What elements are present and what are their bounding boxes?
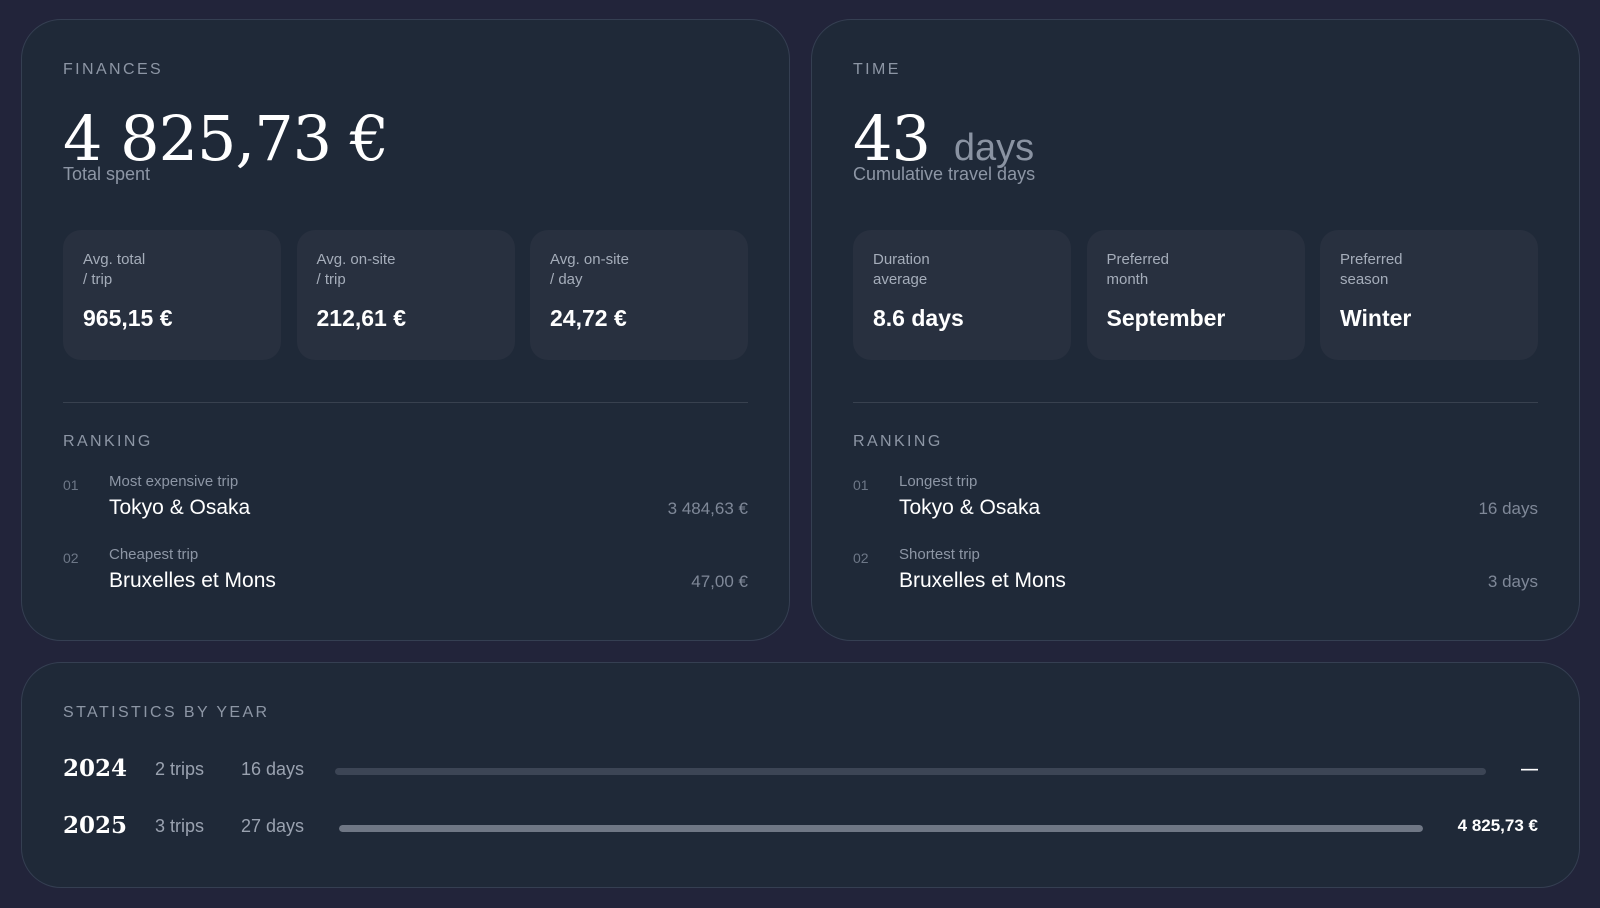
time-card: TIME 43 days Cumulative travel days Dura… [811,19,1580,641]
divider [853,402,1538,403]
rank-value: 3 days [1487,572,1538,591]
tile-label: Avg. on-site / trip [316,251,396,288]
finances-total-row: 4 825,73 € [63,102,389,175]
tile-label: Duration average [873,251,930,288]
tile-label: Avg. total / trip [83,251,146,288]
rank-caption: Cheapest trip [109,546,199,563]
finances-total-caption: Total spent [63,164,151,184]
tile-avg-onsite-per-trip: Avg. on-site / trip 212,61 € [296,230,515,360]
tile-value: Winter [1340,305,1412,331]
rank-caption: Shortest trip [899,546,980,563]
tile-value: 965,15 € [83,305,173,331]
years-title: STATISTICS BY YEAR [63,704,270,721]
year-trips: 2 trips [155,759,205,779]
year-progress-track [335,768,1486,775]
divider [63,402,748,403]
time-total-row: 43 days [853,102,1034,175]
time-ranking-title: RANKING [853,433,943,450]
tile-preferred-season: Preferred season Winter [1320,230,1538,360]
rank-trip-name: Bruxelles et Mons [899,569,1066,592]
time-total: 43 [853,102,931,175]
rank-value: 16 days [1478,499,1538,518]
ranking-row-longest[interactable]: 01 Longest trip Tokyo & Osaka 16 days [853,473,1538,533]
finances-card: FINANCES 4 825,73 € Total spent Avg. tot… [21,19,790,641]
year-days: 27 days [241,816,305,836]
tile-value: 212,61 € [316,305,407,331]
rank-trip-name: Tokyo & Osaka [109,496,251,519]
statistics-by-year-card: STATISTICS BY YEAR 2024 2 trips 16 days … [21,662,1580,888]
rank-number: 02 [63,550,79,566]
ranking-row-shortest[interactable]: 02 Shortest trip Bruxelles et Mons 3 day… [853,546,1538,606]
year-trips: 3 trips [155,816,205,836]
year-progress-fill [339,825,1423,832]
year-label: 2025 [63,812,128,839]
year-total: 4 825,73 € [1457,816,1538,835]
tile-label: Preferred month [1106,251,1170,288]
ranking-row-cheapest[interactable]: 02 Cheapest trip Bruxelles et Mons 47,00… [63,546,748,606]
time-total-unit: days [953,127,1035,169]
rank-number: 02 [853,550,869,566]
tile-duration-average: Duration average 8.6 days [853,230,1071,360]
rank-caption: Most expensive trip [109,473,239,490]
rank-value: 3 484,63 € [667,499,748,518]
year-days: 16 days [241,759,305,779]
year-row-2024[interactable]: 2024 2 trips 16 days — [63,755,1538,795]
rank-number: 01 [63,477,79,493]
year-total: — [1521,759,1538,778]
time-tiles: Duration average 8.6 days Preferred mont… [853,230,1538,360]
finances-tiles: Avg. total / trip 965,15 € Avg. on-site … [63,230,748,360]
rank-trip-name: Tokyo & Osaka [899,496,1041,519]
tile-preferred-month: Preferred month September [1086,230,1305,360]
time-eyebrow: TIME [853,61,901,78]
year-progress-track [339,825,1423,832]
rank-trip-name: Bruxelles et Mons [109,569,276,592]
finances-total: 4 825,73 € [63,102,389,175]
tile-value: September [1106,305,1226,331]
year-progress-fill [335,768,1486,775]
tile-avg-total-per-trip: Avg. total / trip 965,15 € [63,230,281,360]
tile-value: 8.6 days [873,305,964,331]
finances-eyebrow: FINANCES [63,61,164,78]
rank-value: 47,00 € [691,572,748,591]
tile-label: Preferred season [1340,251,1403,288]
finances-ranking-title: RANKING [63,433,153,450]
rank-caption: Longest trip [899,473,978,490]
tile-avg-onsite-per-day: Avg. on-site / day 24,72 € [530,230,748,360]
year-label: 2024 [63,755,128,782]
rank-number: 01 [853,477,869,493]
ranking-row-most-expensive[interactable]: 01 Most expensive trip Tokyo & Osaka 3 4… [63,473,748,533]
year-row-2025[interactable]: 2025 3 trips 27 days 4 825,73 € [63,812,1538,852]
tile-value: 24,72 € [550,305,627,331]
time-total-caption: Cumulative travel days [853,164,1036,184]
tile-label: Avg. on-site / day [550,251,629,288]
